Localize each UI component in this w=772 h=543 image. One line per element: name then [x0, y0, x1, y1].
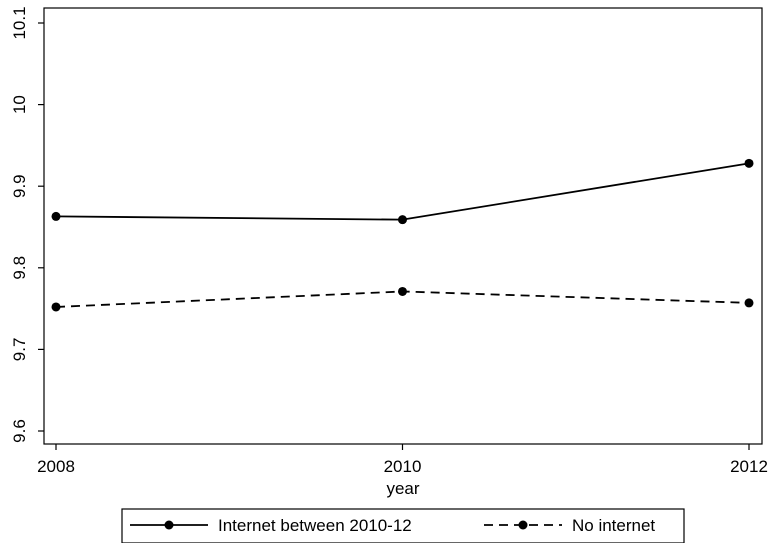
- x-axis: 2008 2010 2012: [37, 444, 768, 476]
- x-tick-label: 2012: [730, 457, 768, 476]
- y-tick-label: 9.6: [10, 419, 29, 443]
- legend-label-internet: Internet between 2010-12: [218, 516, 412, 535]
- series-line-0: [55, 162, 750, 221]
- y-tick-label: 10: [10, 95, 29, 114]
- legend-marker-no-internet: [518, 520, 528, 530]
- y-tick-label: 9.8: [10, 256, 29, 280]
- data-point: [398, 215, 407, 225]
- data-point: [744, 298, 754, 308]
- legend-box: [121, 508, 685, 543]
- x-tick-label: 2010: [384, 457, 422, 476]
- data-point: [744, 158, 754, 168]
- y-tick-label: 10.1: [10, 6, 29, 39]
- series-layer: [51, 158, 754, 312]
- x-tick-label: 2008: [37, 457, 75, 476]
- data-point: [51, 302, 61, 312]
- legend-marker-internet: [164, 520, 174, 530]
- data-point: [398, 286, 407, 296]
- y-axis: 9.6 9.7 9.8 9.9 10 10.1: [10, 6, 44, 443]
- y-tick-label: 9.9: [10, 174, 29, 198]
- legend-label-no-internet: No internet: [572, 516, 655, 535]
- plot-frame: [43, 7, 763, 445]
- data-point: [51, 211, 61, 221]
- legend: Internet between 2010-12 No internet: [121, 508, 685, 543]
- y-tick-label: 9.7: [10, 338, 29, 362]
- x-axis-title: year: [386, 479, 419, 498]
